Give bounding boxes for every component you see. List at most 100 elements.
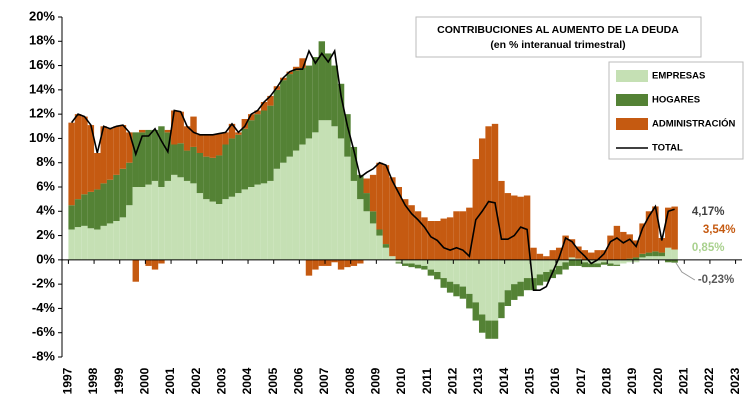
bar xyxy=(369,211,377,224)
bar xyxy=(485,259,492,321)
bar xyxy=(228,123,236,139)
bar xyxy=(588,252,595,260)
x-tick-label: 2006 xyxy=(292,367,306,394)
bar xyxy=(530,247,537,260)
bar xyxy=(658,256,666,260)
bar xyxy=(273,168,281,260)
bar xyxy=(222,199,229,260)
bar xyxy=(408,259,415,264)
bar xyxy=(74,227,82,260)
end-label: 4,17% xyxy=(692,206,725,218)
bar xyxy=(549,250,556,260)
bar xyxy=(203,134,210,157)
bar xyxy=(241,128,249,190)
bar xyxy=(504,193,512,260)
y-tick-label: 2% xyxy=(36,227,55,242)
bar xyxy=(575,258,582,260)
bar xyxy=(254,110,261,115)
bar xyxy=(472,302,479,321)
bar xyxy=(68,205,75,230)
bar xyxy=(280,162,287,260)
bar xyxy=(267,180,274,260)
bar xyxy=(299,68,306,145)
bar xyxy=(318,120,326,260)
bar xyxy=(222,132,229,145)
bar xyxy=(478,314,486,333)
bar xyxy=(94,153,101,190)
bar xyxy=(549,259,556,270)
bar xyxy=(228,196,236,260)
x-tick-label: 2000 xyxy=(138,367,152,394)
bar xyxy=(183,180,191,260)
bar xyxy=(511,284,518,300)
bar xyxy=(523,195,531,260)
bar xyxy=(472,159,479,260)
bar xyxy=(100,126,107,184)
bar xyxy=(478,259,486,315)
bar xyxy=(145,129,152,185)
bar xyxy=(485,126,492,260)
bar xyxy=(331,259,338,263)
bar xyxy=(421,217,428,260)
bar xyxy=(620,231,627,260)
bar xyxy=(260,183,268,260)
bar xyxy=(555,265,563,275)
bar xyxy=(581,250,589,260)
bar xyxy=(671,249,678,260)
bar xyxy=(389,177,396,257)
bar xyxy=(177,143,184,178)
bar xyxy=(581,259,589,263)
x-tick-label: 2023 xyxy=(728,367,742,394)
x-tick-label: 2018 xyxy=(599,367,613,394)
bar xyxy=(671,259,678,263)
x-tick-label: 1999 xyxy=(112,367,126,394)
bar xyxy=(568,239,576,258)
bar xyxy=(350,180,358,260)
bar xyxy=(607,263,614,266)
bar xyxy=(536,253,544,260)
bar xyxy=(113,221,120,260)
bar xyxy=(453,259,460,285)
bar xyxy=(299,144,306,260)
bar xyxy=(126,132,133,163)
bar xyxy=(305,65,313,139)
bar xyxy=(613,225,621,260)
bar xyxy=(151,259,159,270)
bar xyxy=(145,259,152,266)
bar xyxy=(594,259,601,264)
bar xyxy=(632,257,640,260)
bar xyxy=(408,205,415,260)
chart-subtitle: (en % interanual trimestral) xyxy=(490,39,625,51)
bar xyxy=(171,110,178,145)
bar xyxy=(164,129,172,133)
bar xyxy=(151,129,159,181)
bar xyxy=(446,281,454,293)
x-tick-label: 2014 xyxy=(497,367,511,394)
end-label: 0,85% xyxy=(692,242,725,254)
bar xyxy=(241,189,249,260)
bar xyxy=(568,257,576,260)
bar xyxy=(440,278,447,288)
bar xyxy=(183,126,191,151)
chart-title: CONTRIBUCIONES AL AUMENTO DE LA DEUDA xyxy=(437,24,679,36)
bar xyxy=(260,110,268,184)
bar xyxy=(645,256,653,260)
bar xyxy=(357,199,364,260)
bar xyxy=(119,125,127,169)
bar xyxy=(235,193,242,260)
bar xyxy=(228,138,236,197)
end-label: -0,23% xyxy=(698,274,734,286)
bar xyxy=(652,256,659,260)
bar xyxy=(267,105,274,181)
bar xyxy=(491,259,499,321)
bar xyxy=(305,138,313,260)
bar xyxy=(665,259,672,263)
y-tick-label: 8% xyxy=(36,154,55,169)
bar xyxy=(363,211,370,260)
legend-swatch xyxy=(616,94,648,106)
bar xyxy=(626,259,633,263)
y-tick-label: -8% xyxy=(32,348,56,363)
bar xyxy=(639,257,646,260)
y-tick-label: 0% xyxy=(36,251,55,266)
bar xyxy=(286,156,293,260)
